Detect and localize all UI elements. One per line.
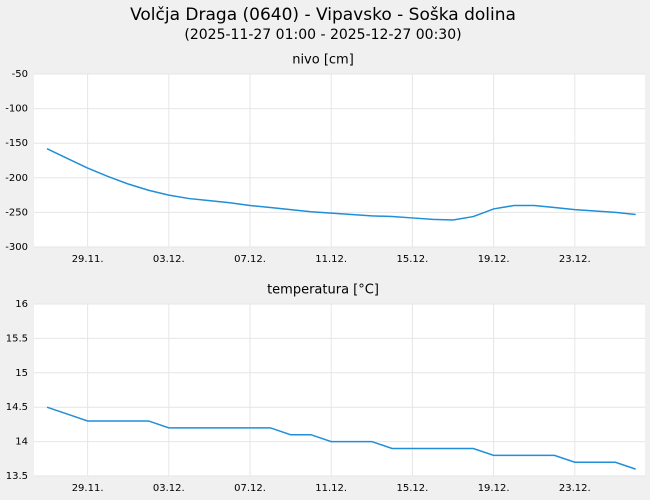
x-tick-label: 23.12. [559, 254, 591, 265]
page-subtitle: (2025-11-27 01:00 - 2025-12-27 00:30) [184, 27, 461, 43]
y-tick-label: -100 [5, 104, 28, 115]
chart-title: nivo [cm] [292, 53, 354, 68]
x-tick-label: 19.12. [478, 254, 510, 265]
data-line [46, 406, 636, 470]
y-tick-label: 14 [15, 437, 28, 448]
x-tick-label: 29.11. [72, 483, 104, 494]
x-tick-label: 03.12. [153, 254, 185, 265]
y-tick-label: -150 [5, 138, 28, 149]
x-tick-label: 07.12. [234, 254, 266, 265]
y-tick-label: -50 [12, 69, 28, 80]
x-tick-label: 03.12. [153, 483, 185, 494]
y-tick-label: 15.5 [6, 333, 28, 344]
y-tick-label: -300 [5, 242, 28, 253]
x-tick-label: 19.12. [478, 483, 510, 494]
x-tick-label: 11.12. [315, 483, 347, 494]
y-tick-label: 16 [15, 299, 28, 310]
y-tick-label: -250 [5, 207, 28, 218]
x-tick-label: 07.12. [234, 483, 266, 494]
data-line [46, 148, 636, 221]
y-tick-label: -200 [5, 173, 28, 184]
y-tick-label: 14.5 [6, 402, 28, 413]
x-tick-label: 23.12. [559, 483, 591, 494]
x-tick-label: 15.12. [396, 254, 428, 265]
x-tick-label: 11.12. [315, 254, 347, 265]
y-tick-label: 13.5 [6, 471, 28, 482]
y-tick-label: 15 [15, 368, 28, 379]
page-title: Volčja Draga (0640) - Vipavsko - Soška d… [130, 5, 516, 25]
plot-area [34, 304, 645, 476]
plot-area [34, 74, 645, 247]
chart-title: temperatura [°C] [267, 283, 379, 298]
x-tick-label: 29.11. [72, 254, 104, 265]
x-tick-label: 15.12. [396, 483, 428, 494]
